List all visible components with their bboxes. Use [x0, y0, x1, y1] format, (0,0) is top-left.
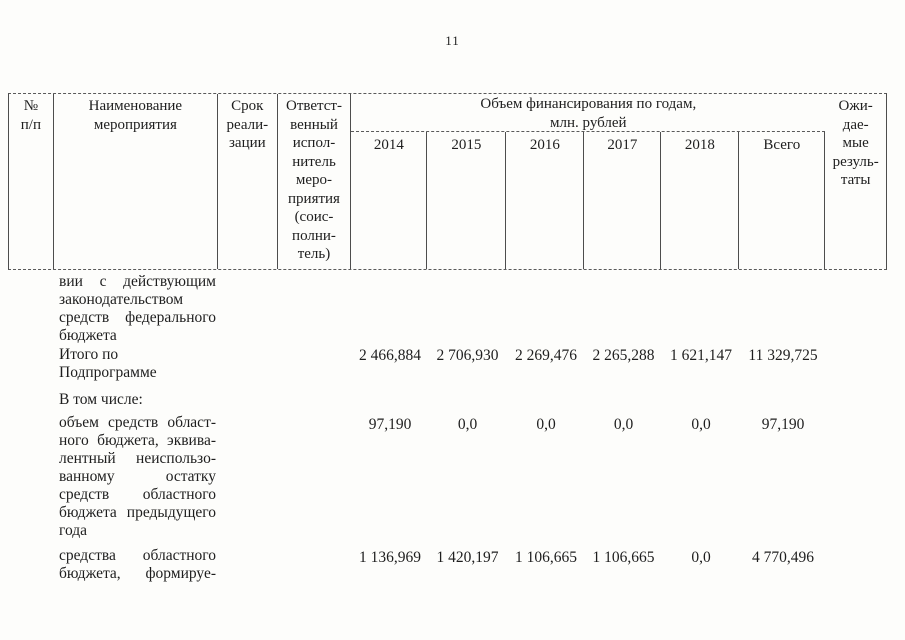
header-group-finance: Объем финансирования по годам, млн. рубле… — [351, 94, 826, 269]
table-row-subprogram-total: Итого по Подпрограмме — [59, 346, 216, 382]
row-name-line: В том числе: — [59, 391, 143, 408]
value-2014: 1 136,969 — [359, 549, 421, 566]
value-2018: 0,0 — [691, 416, 711, 433]
year-header-2015: 2015 — [427, 132, 507, 269]
value-2018: 1 621,147 — [670, 347, 732, 364]
table-row-regional-budget-remainder: объем средств област- ного бюджета, экви… — [59, 414, 216, 540]
row-name-line: бюджета предыдущего — [59, 504, 216, 521]
value-2017: 2 265,288 — [592, 347, 655, 364]
table-row-including: В том числе: — [59, 391, 216, 409]
header-cell-expected-results: Ожи-дае-мые резуль-таты — [832, 98, 879, 188]
value-2014: 97,190 — [368, 416, 412, 433]
table-row-regional-budget-funds: средства областного бюджета, формируе- — [59, 547, 216, 583]
row-name-line: Итого по — [59, 346, 119, 363]
row-name-line: лентный неиспользо- — [59, 450, 216, 467]
row-name-line: года — [59, 522, 88, 539]
header-cell-term: Срок реали-зации — [218, 94, 278, 269]
value-2015: 0,0 — [457, 416, 478, 433]
row-name-line: средств федерального — [59, 309, 216, 326]
row-values-regional-budget-remainder: 97,190 0,0 0,0 0,0 0,0 97,190 — [352, 416, 826, 434]
value-total: 4 770,496 — [752, 549, 814, 566]
value-2017: 1 106,665 — [592, 549, 655, 566]
year-header-2017: 2017 — [584, 132, 662, 269]
row-name-line: бюджета, формируе- — [59, 565, 216, 582]
value-2015: 1 420,197 — [436, 549, 499, 566]
row-name-line: средств областного — [59, 486, 216, 503]
header-cell-executor: Ответст-венный испол-нитель меро-приятия (с… — [278, 94, 352, 269]
row-values-subprogram-total: 2 466,884 2 706,930 2 269,476 2 265,288 … — [352, 347, 826, 365]
year-header-2016: 2016 — [506, 132, 585, 269]
header-cell-no: № п/п — [9, 94, 54, 269]
row-name-line: бюджета — [59, 327, 117, 344]
value-2016: 1 106,665 — [515, 549, 577, 566]
value-total: 11 329,725 — [748, 347, 818, 364]
row-values-regional-budget-funds: 1 136,969 1 420,197 1 106,665 1 106,665 … — [352, 549, 826, 567]
row-name-line: Подпрограмме — [59, 364, 157, 381]
year-header-2018: 2018 — [661, 132, 740, 269]
row-name-line: объем средств област- — [59, 414, 216, 431]
row-name-line: ного бюджета, эквива- — [59, 432, 216, 449]
row-name-line: средства областного — [59, 547, 216, 564]
year-header-2014: 2014 — [351, 132, 428, 269]
value-2016: 0,0 — [536, 416, 556, 433]
finance-table-header: № п/п Наименование мероприятия Срок реали-з… — [8, 93, 887, 270]
value-2017: 0,0 — [613, 416, 634, 433]
header-cell-name: Наименование мероприятия — [54, 94, 218, 269]
row-name-line: вии с действующим — [59, 273, 216, 290]
value-2016: 2 269,476 — [515, 347, 577, 364]
finance-year-row: 2014 2015 2016 2017 2018 Всего — [351, 132, 826, 269]
finance-group-title: Объем финансирования по годам, млн. рубле… — [351, 94, 826, 132]
value-2014: 2 466,884 — [359, 347, 421, 364]
value-2015: 2 706,930 — [436, 347, 499, 364]
row-name-line: законодательством — [59, 291, 184, 308]
value-total: 97,190 — [761, 416, 805, 433]
row-name-line: ванному остатку — [59, 468, 216, 485]
table-row-continuation: вии с действующим законодательством сред… — [59, 273, 216, 345]
page-number: 11 — [445, 33, 460, 48]
year-header-total: Всего — [739, 132, 826, 269]
value-2018: 0,0 — [691, 549, 711, 566]
